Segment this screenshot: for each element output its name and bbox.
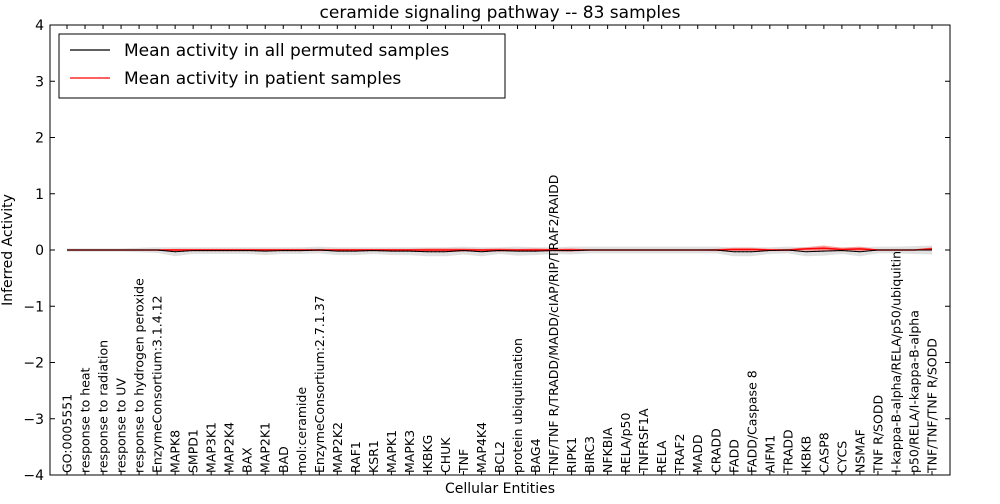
legend-label-permuted: Mean activity in all permuted samples [124,41,449,61]
x-tick-label: FADD/Caspase 8 [744,370,759,473]
x-tick-label: TNFRSF1A [636,408,651,474]
x-tick-label: AIFM1 [762,435,777,473]
x-tick-label: BAD [276,446,291,473]
x-tick-label: IKBKB [798,436,813,473]
x-tick-label: RELA/p50 [618,413,633,473]
y-tick-label: −4 [23,468,44,484]
x-tick-label: MAP2K1 [258,422,273,473]
x-tick-label: mol:ceramide [294,387,309,473]
y-tick-label: 4 [35,18,44,34]
x-tick-label: response to hydrogen peroxide [132,278,147,473]
x-tick-label: MAPK1 [384,430,399,473]
y-tick-label: 1 [35,187,44,203]
x-tick-label: EnzymeConsortium:2.7.1.37 [312,295,327,473]
y-tick-label: 2 [35,131,44,147]
x-tick-label: MAP4K4 [474,422,489,473]
x-axis: GO:0005551 response to heat response to ra… [60,25,940,475]
series-lines [67,247,933,253]
x-tick-label: MAP2K4 [222,422,237,473]
x-tick-label: I-kappa-B-alpha/RELA/p50/ubiquitin [888,251,903,473]
x-tick-label: BCL2 [492,441,507,473]
y-tick-label: 3 [35,74,44,90]
x-tick-label: BAG4 [528,438,543,473]
x-tick-label: FADD [726,439,741,473]
x-tick-label: RIPK1 [564,437,579,473]
x-tick-label: RAF1 [348,441,363,473]
x-tick-label: BIRC3 [582,436,597,473]
x-tick-label: TRAF2 [672,433,687,474]
x-tick-label: IKBKG [420,435,435,473]
x-tick-label: p50/RELA/I-kappa-B-alpha [906,310,921,473]
x-tick-label: TNF/TNF/TNF R/SODD [925,338,940,474]
x-tick-label: protein ubiquitination [510,338,525,473]
x-tick-label: TRADD [780,429,795,474]
y-tick-label: −3 [23,412,44,428]
x-tick-label: TNF R/SODD [870,395,885,474]
legend-label-patient: Mean activity in patient samples [124,69,401,89]
x-tick-label: SMPD1 [186,429,201,473]
x-tick-label: CYCS [834,441,849,473]
x-tick-label: MAPK8 [168,430,183,473]
x-tick-label: RELA [654,440,669,473]
x-tick-label: CASP8 [816,432,831,473]
x-tick-label: MADD [690,434,705,473]
x-axis-label: Cellular Entities [445,481,555,497]
x-tick-label: MAPK3 [402,430,417,473]
legend-box [58,33,506,99]
x-tick-label: CRADD [708,428,723,473]
y-tick-label: −1 [23,299,44,315]
x-tick-label: response to radiation [96,340,111,473]
y-axis-label: Inferred Activity [0,194,16,306]
x-tick-label: CHUK [438,437,453,473]
x-tick-label: MAP2K2 [330,422,345,473]
x-tick-label: TNF [456,449,471,474]
series-dots-0 [67,249,932,253]
x-tick-label: NFKBIA [600,427,615,473]
x-tick-label: TNF/TNF R/TRADD/MADD/cIAP/RIP/TRAF2/RAID… [546,175,561,474]
y-tick-label: 0 [35,243,44,259]
y-axis: 4 3 2 1 0 −1 −2 −3 −4 [23,18,950,484]
y-tick-label: −2 [23,356,44,372]
x-tick-label: BAX [240,447,255,473]
chart-title: ceramide signaling pathway -- 83 samples [320,3,681,23]
x-tick-label: KSR1 [366,440,381,473]
x-tick-label: EnzymeConsortium:3.1.4.12 [150,295,165,473]
x-tick-label: NSMAF [852,429,867,473]
x-tick-label: response to UV [114,378,129,473]
legend: Mean activity in all permuted samples Me… [58,33,506,99]
x-tick-label: response to heat [78,367,93,473]
x-tick-label: GO:0005551 [60,394,75,473]
x-tick-label: MAP3K1 [204,422,219,473]
